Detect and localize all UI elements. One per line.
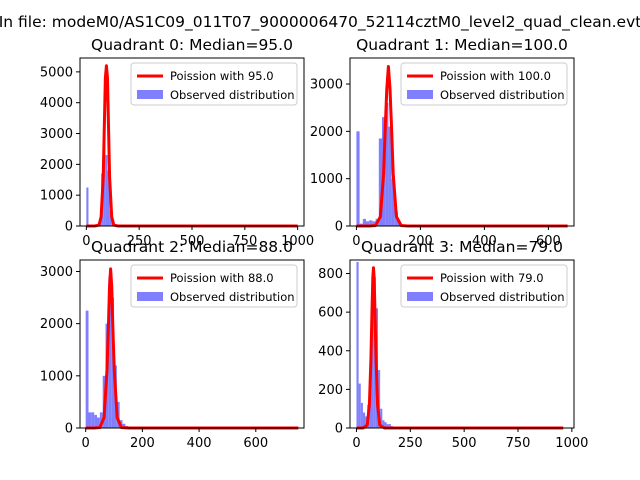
legend-label-poisson: Poission with 100.0 (440, 69, 551, 83)
histogram-bar (86, 187, 89, 226)
legend-patch-swatch (407, 90, 433, 99)
histogram-bar (94, 414, 98, 428)
x-tick-label: 500 (180, 234, 205, 249)
subplot-title: Quadrant 2: Median=88.0 (91, 238, 293, 256)
y-tick-label: 1000 (40, 369, 73, 384)
subplots-container: 0 250 500 750 1000010002000300040005000Quadr… (40, 36, 588, 451)
y-tick-label: 3000 (40, 265, 73, 280)
x-tick-label: 750 (232, 234, 257, 249)
legend-label-poisson: Poission with 79.0 (440, 271, 544, 285)
y-tick-label: 0 (335, 422, 343, 437)
histogram-bar (366, 221, 370, 226)
subplot-quadrant-1: 0 200 400 600 0 1000 2000 3000 Quadrant 1: Media… (310, 36, 575, 249)
histogram-bar (391, 178, 395, 226)
figure-suptitle: In file: modeM0/AS1C09_011T07_9000006470… (0, 13, 640, 32)
histogram-bar (97, 417, 100, 428)
subplot-title: Quadrant 3: Median=79.0 (361, 238, 563, 256)
x-tick-label: 0 (82, 234, 90, 249)
histogram-bar (91, 412, 95, 428)
x-tick-label: 1000 (281, 234, 314, 249)
histogram-bar (99, 412, 103, 428)
histogram-bar (356, 131, 360, 226)
histogram-bar (356, 261, 359, 428)
x-tick-label: 750 (506, 436, 531, 451)
legend-label-poisson: Poission with 88.0 (170, 271, 274, 285)
histogram-bar (362, 218, 366, 226)
legend-label-observed: Observed distribution (440, 290, 565, 304)
x-tick-label: 250 (127, 234, 152, 249)
histogram-bar (362, 412, 366, 428)
histogram-bar (85, 310, 89, 428)
histogram-bar (371, 312, 374, 428)
y-tick-label: 2000 (40, 317, 73, 332)
y-tick-label: 5000 (40, 65, 73, 80)
axes-frame (79, 259, 305, 429)
y-tick-label: 1000 (310, 172, 343, 187)
poisson-line (356, 266, 564, 430)
y-tick-label: 0 (335, 220, 343, 235)
histogram-bar (105, 155, 108, 226)
y-tick-label: 0 (65, 422, 73, 437)
x-tick-label: 1000 (555, 436, 588, 451)
histogram-bar (382, 420, 385, 428)
x-tick-label: 250 (398, 436, 423, 451)
histogram-bar (358, 383, 361, 428)
histogram-bar (369, 220, 373, 226)
x-tick-label: 0 (352, 436, 360, 451)
legend-patch-swatch (137, 292, 163, 301)
y-tick-label: 1000 (40, 189, 73, 204)
legend-label-observed: Observed distribution (170, 290, 295, 304)
subplot-title: Quadrant 1: Median=100.0 (356, 36, 568, 54)
histogram-bar (122, 423, 126, 428)
legend-patch-swatch (137, 90, 163, 99)
histogram-bar (385, 102, 389, 226)
legend-patch-swatch (407, 292, 433, 301)
histogram-bar (108, 276, 112, 428)
legend-box (400, 62, 568, 106)
histogram-bar (107, 170, 110, 226)
x-tick-label: 200 (408, 234, 433, 249)
histogram-bar (380, 408, 383, 428)
y-tick-label: 3000 (40, 127, 73, 142)
y-tick-label: 600 (318, 306, 343, 321)
histogram-bar (372, 221, 376, 226)
legend-label-observed: Observed distribution (440, 88, 565, 102)
y-tick-label: 4000 (40, 96, 73, 111)
subplot-quadrant-3: 0 250 500 750 1000 0 200 400 600 800 Quadrant 3: M… (318, 238, 588, 451)
legend-box (130, 62, 298, 106)
histogram-bar (388, 424, 391, 428)
legend-box (130, 264, 298, 308)
x-tick-label: 600 (536, 234, 561, 249)
y-tick-label: 400 (318, 344, 343, 359)
subplot-quadrant-0: 0 250 500 750 1000 0 1000 2000 3000 4000 5000 Quadr… (40, 36, 314, 249)
histogram-bar (360, 402, 363, 428)
axes-frame (349, 259, 575, 429)
x-tick-label: 0 (352, 234, 360, 249)
histogram-bar (384, 422, 387, 428)
subplot-title: Quadrant 0: Median=95.0 (91, 36, 293, 54)
x-tick-label: 0 (82, 436, 90, 451)
axes-frame (349, 57, 575, 227)
y-tick-label: 800 (318, 267, 343, 282)
histogram-bar (386, 424, 389, 428)
x-tick-label: 600 (243, 436, 268, 451)
legend-label-observed: Observed distribution (170, 88, 295, 102)
y-tick-label: 2000 (40, 158, 73, 173)
histogram-bar (378, 138, 382, 226)
histogram-bar (88, 412, 92, 428)
legend-label-poisson: Poission with 95.0 (170, 69, 274, 83)
x-tick-label: 200 (130, 436, 155, 451)
y-tick-label: 200 (318, 383, 343, 398)
subplot-quadrant-2: 0 200 400 600 0 1000 2000 3000 Quadrant 2: Media… (40, 238, 305, 451)
y-tick-label: 3000 (310, 78, 343, 93)
legend-box (400, 264, 568, 308)
histogram-bar (378, 370, 381, 428)
x-tick-label: 500 (452, 436, 477, 451)
x-tick-label: 400 (187, 436, 212, 451)
y-tick-label: 0 (65, 220, 73, 235)
histogram-bar (388, 126, 392, 226)
x-tick-label: 400 (472, 234, 497, 249)
y-tick-label: 2000 (310, 125, 343, 140)
